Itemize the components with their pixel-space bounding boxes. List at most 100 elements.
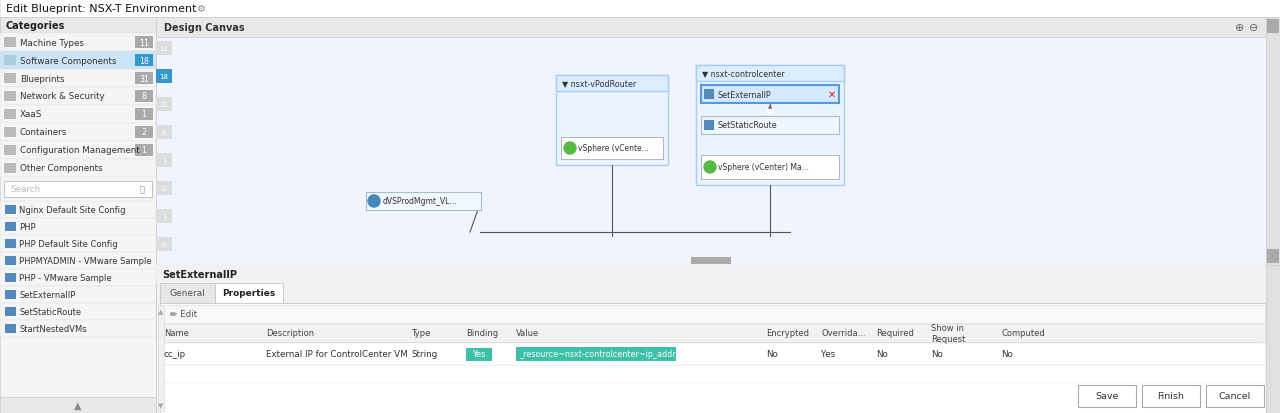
Bar <box>161 305 1265 323</box>
Text: External IP for ControlCenter VM: External IP for ControlCenter VM <box>266 350 407 358</box>
Bar <box>134 127 154 139</box>
Bar <box>134 145 154 157</box>
Bar <box>0 218 156 235</box>
Text: Required: Required <box>876 329 914 338</box>
Text: Network & Security: Network & Security <box>20 92 105 101</box>
Bar <box>1078 385 1137 407</box>
Bar <box>701 86 838 104</box>
Bar <box>5 273 15 282</box>
Text: Containers: Containers <box>20 128 68 137</box>
Text: SetStaticRoute: SetStaticRoute <box>717 121 777 130</box>
Bar <box>1206 385 1265 407</box>
Text: 1: 1 <box>142 146 146 155</box>
Text: Cancel: Cancel <box>1219 392 1251 401</box>
Text: Machine Types: Machine Types <box>20 38 84 47</box>
Bar <box>160 303 1266 413</box>
Text: PHPMYADMIN - VMware Sample: PHPMYADMIN - VMware Sample <box>19 256 151 266</box>
Bar <box>156 266 1280 413</box>
Bar <box>704 90 714 100</box>
Text: 11: 11 <box>160 46 169 52</box>
Text: Description: Description <box>266 329 314 338</box>
Bar <box>5 307 15 316</box>
Bar <box>0 124 156 142</box>
Bar <box>157 305 164 411</box>
Bar <box>0 320 156 337</box>
Bar <box>704 121 714 131</box>
Bar <box>4 128 15 138</box>
Text: Search: Search <box>10 185 40 194</box>
Text: Value: Value <box>516 329 539 338</box>
Text: SetStaticRoute: SetStaticRoute <box>19 307 81 316</box>
Text: Show in
Request: Show in Request <box>931 323 965 343</box>
Text: Categories: Categories <box>6 21 65 31</box>
Bar <box>0 88 156 106</box>
Text: XaaS: XaaS <box>20 110 42 119</box>
Text: Configuration Management: Configuration Management <box>20 146 140 155</box>
Text: No: No <box>1001 350 1012 358</box>
Text: ✕: ✕ <box>828 90 836 100</box>
Text: 0: 0 <box>161 242 166 247</box>
Text: SetExternalIP: SetExternalIP <box>163 269 237 279</box>
Bar <box>5 256 15 266</box>
Bar <box>0 303 156 320</box>
Bar <box>0 34 156 52</box>
Text: 18: 18 <box>140 56 148 65</box>
Text: ⊕: ⊕ <box>1235 23 1244 33</box>
Bar <box>156 42 172 56</box>
Text: Overrida...: Overrida... <box>820 329 865 338</box>
Text: 2: 2 <box>141 128 147 137</box>
Bar <box>4 146 15 156</box>
Bar <box>1266 18 1280 266</box>
Text: Yes: Yes <box>472 350 485 358</box>
Text: SetExternalIP: SetExternalIP <box>19 290 76 299</box>
Bar <box>1266 266 1280 413</box>
Bar <box>556 76 668 166</box>
Text: 11: 11 <box>140 38 148 47</box>
Bar <box>134 55 154 67</box>
Text: Nginx Default Site Config: Nginx Default Site Config <box>19 206 125 214</box>
Text: dVSProdMgmt_VL...: dVSProdMgmt_VL... <box>383 197 457 206</box>
Bar <box>1142 385 1201 407</box>
Bar <box>516 347 676 361</box>
Circle shape <box>564 142 576 154</box>
Bar <box>156 98 172 112</box>
Bar <box>696 66 844 185</box>
Text: No: No <box>876 350 888 358</box>
Text: 8: 8 <box>142 92 146 101</box>
Text: Type: Type <box>411 329 430 338</box>
Bar <box>5 290 15 299</box>
Bar <box>0 286 156 303</box>
Text: 1: 1 <box>142 110 146 119</box>
Bar <box>156 70 172 84</box>
Text: 31: 31 <box>160 102 169 108</box>
Bar <box>0 202 156 218</box>
Bar <box>4 182 152 197</box>
Bar <box>134 109 154 121</box>
Bar <box>701 117 838 135</box>
Text: ▲: ▲ <box>74 400 82 410</box>
Bar <box>4 164 15 173</box>
Text: PHP: PHP <box>19 223 36 231</box>
Text: General: General <box>169 289 205 298</box>
Bar <box>0 142 156 159</box>
Bar <box>0 0 1280 18</box>
Text: ⊖: ⊖ <box>1249 23 1258 33</box>
Bar <box>160 283 215 303</box>
Text: No: No <box>931 350 943 358</box>
Bar <box>0 159 156 178</box>
Text: ▲: ▲ <box>159 308 164 314</box>
Bar <box>215 283 283 303</box>
Bar <box>0 252 156 269</box>
Text: Yes: Yes <box>820 350 836 358</box>
Bar <box>134 37 154 49</box>
Bar <box>156 209 172 223</box>
Bar <box>4 38 15 48</box>
Text: 2: 2 <box>161 185 166 192</box>
Text: 8: 8 <box>161 130 166 136</box>
Bar <box>4 56 15 66</box>
Text: Finish: Finish <box>1157 392 1184 401</box>
Bar <box>156 237 172 252</box>
Bar <box>134 73 154 85</box>
Text: Computed: Computed <box>1001 329 1044 338</box>
Text: 1: 1 <box>161 158 166 164</box>
